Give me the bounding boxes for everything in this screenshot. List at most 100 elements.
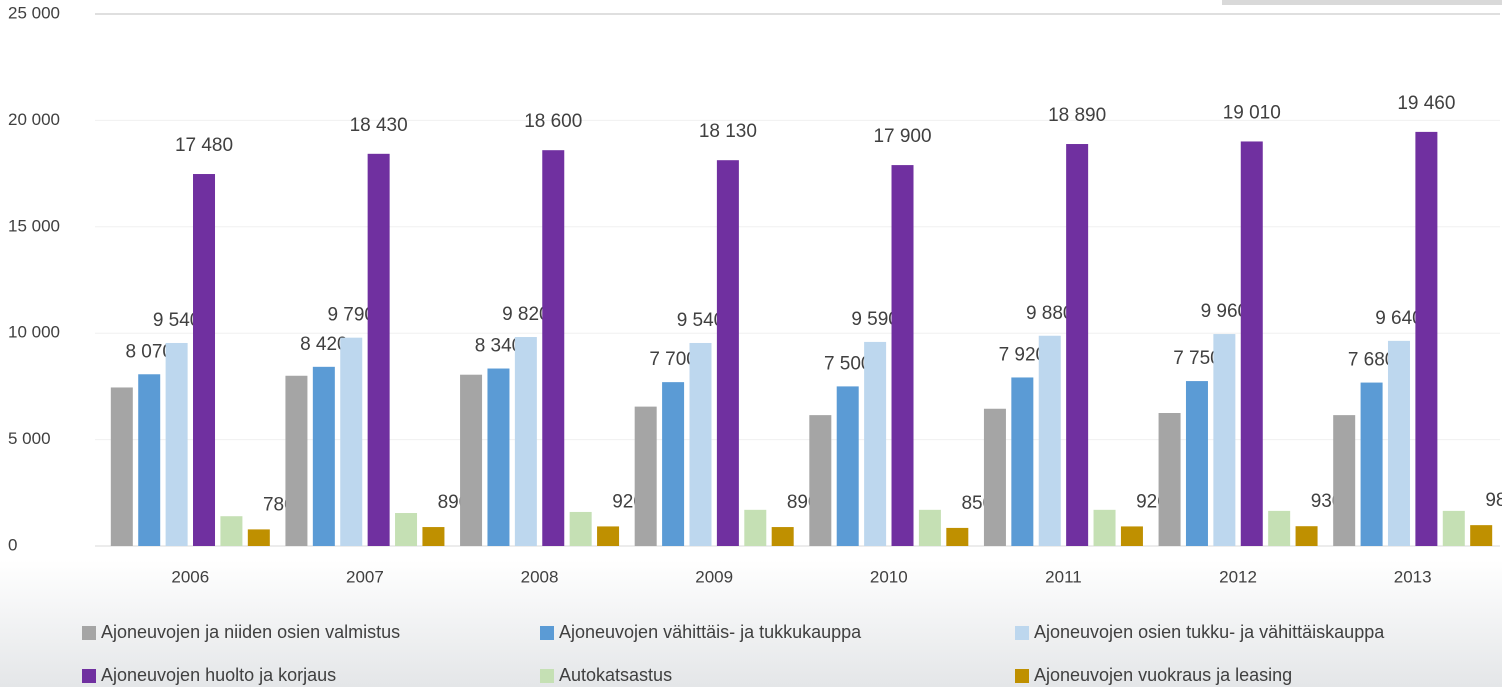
- bar: [165, 342, 188, 546]
- bar: [1333, 415, 1356, 546]
- bar: [1158, 413, 1181, 546]
- bar: [836, 386, 859, 546]
- bar: [487, 368, 510, 546]
- data-label: 9 590: [851, 309, 899, 330]
- data-label: 9 820: [502, 304, 550, 325]
- bar: [285, 375, 308, 546]
- bar: [689, 342, 712, 546]
- data-label: 18 600: [524, 111, 582, 132]
- bar: [1120, 526, 1143, 546]
- data-label: 8 070: [125, 341, 173, 362]
- x-tick-label: 2011: [1045, 567, 1082, 586]
- data-label: 9 790: [327, 305, 375, 326]
- bar: [247, 529, 270, 546]
- data-label: 8 420: [300, 334, 348, 355]
- x-tick-label: 2013: [1394, 567, 1432, 586]
- bar: [1360, 382, 1383, 546]
- bar: [193, 174, 216, 546]
- bar: [809, 415, 832, 546]
- legend-label: Ajoneuvojen osien tukku- ja vähittäiskau…: [1034, 622, 1385, 642]
- y-tick-label: 0: [8, 535, 17, 554]
- bar: [744, 509, 767, 546]
- x-tick-label: 2008: [521, 567, 559, 586]
- bar: [340, 337, 363, 546]
- legend-swatch: [82, 669, 96, 683]
- bar: [110, 387, 133, 546]
- x-tick-label: 2007: [346, 567, 384, 586]
- bar: [312, 366, 335, 546]
- data-label: 19 460: [1397, 93, 1455, 114]
- bar: [367, 153, 390, 546]
- data-label: 18 430: [350, 115, 408, 136]
- data-label: 980: [1485, 490, 1502, 511]
- bar: [1185, 381, 1208, 546]
- bar: [1470, 525, 1493, 546]
- bar: [983, 408, 1006, 546]
- corner-box: [1222, 0, 1502, 5]
- x-tick-label: 2012: [1219, 567, 1257, 586]
- bar: [891, 165, 914, 546]
- data-label: 7 750: [1173, 348, 1221, 369]
- data-label: 7 700: [649, 349, 697, 370]
- bar: [918, 509, 941, 546]
- data-label: 9 880: [1026, 303, 1074, 324]
- legend-label: Ajoneuvojen ja niiden osien valmistus: [101, 622, 400, 642]
- bar: [138, 374, 161, 546]
- bar: [1240, 141, 1263, 546]
- data-label: 9 540: [153, 310, 201, 331]
- legend-swatch: [1015, 669, 1029, 683]
- data-label: 18 890: [1048, 105, 1106, 126]
- bar: [1415, 131, 1438, 546]
- bar: [1295, 526, 1318, 546]
- data-label: 8 340: [475, 336, 523, 357]
- bar: [460, 374, 483, 546]
- legend-label: Ajoneuvojen vuokraus ja leasing: [1034, 665, 1292, 685]
- bar: [1066, 144, 1089, 546]
- data-label: 9 960: [1201, 301, 1249, 322]
- data-label: 18 130: [699, 121, 757, 142]
- bar: [597, 526, 620, 546]
- legend-swatch: [82, 626, 96, 640]
- legend-label: Ajoneuvojen huolto ja korjaus: [101, 665, 336, 685]
- bar: [1093, 509, 1116, 546]
- legend-label: Ajoneuvojen vähittäis- ja tukkukauppa: [559, 622, 862, 642]
- data-label: 19 010: [1223, 102, 1281, 123]
- bar: [569, 511, 592, 546]
- x-tick-label: 2006: [171, 567, 209, 586]
- legend-label: Autokatsastus: [559, 665, 672, 685]
- bar: [1268, 510, 1291, 546]
- legend-swatch: [540, 626, 554, 640]
- bar: [1387, 340, 1410, 546]
- bar: [514, 337, 537, 546]
- bar: [422, 527, 445, 546]
- data-label: 17 480: [175, 135, 233, 156]
- bar: [946, 527, 969, 546]
- y-tick-label: 25 000: [8, 3, 60, 22]
- y-tick-label: 20 000: [8, 110, 60, 129]
- y-tick-label: 5 000: [8, 429, 51, 448]
- legend-background: [0, 560, 1502, 687]
- bar: [634, 406, 657, 546]
- bar: [220, 516, 243, 546]
- bar: [716, 160, 739, 546]
- legend-swatch: [540, 669, 554, 683]
- data-label: 17 900: [873, 126, 931, 147]
- bar: [1011, 377, 1034, 546]
- data-label: 9 640: [1375, 308, 1423, 329]
- bar: [395, 513, 418, 546]
- bar: [1442, 510, 1465, 546]
- y-tick-label: 15 000: [8, 216, 60, 235]
- bar: [864, 341, 887, 546]
- x-tick-label: 2010: [870, 567, 908, 586]
- bar: [771, 527, 794, 546]
- bar: [542, 150, 565, 546]
- data-label: 7 680: [1348, 350, 1396, 371]
- bar: [662, 382, 685, 546]
- data-label: 7 920: [999, 344, 1047, 365]
- data-label: 7 500: [824, 353, 872, 374]
- bar: [1038, 335, 1061, 546]
- bar: [1213, 334, 1236, 546]
- data-label: 9 540: [677, 310, 725, 331]
- legend-swatch: [1015, 626, 1029, 640]
